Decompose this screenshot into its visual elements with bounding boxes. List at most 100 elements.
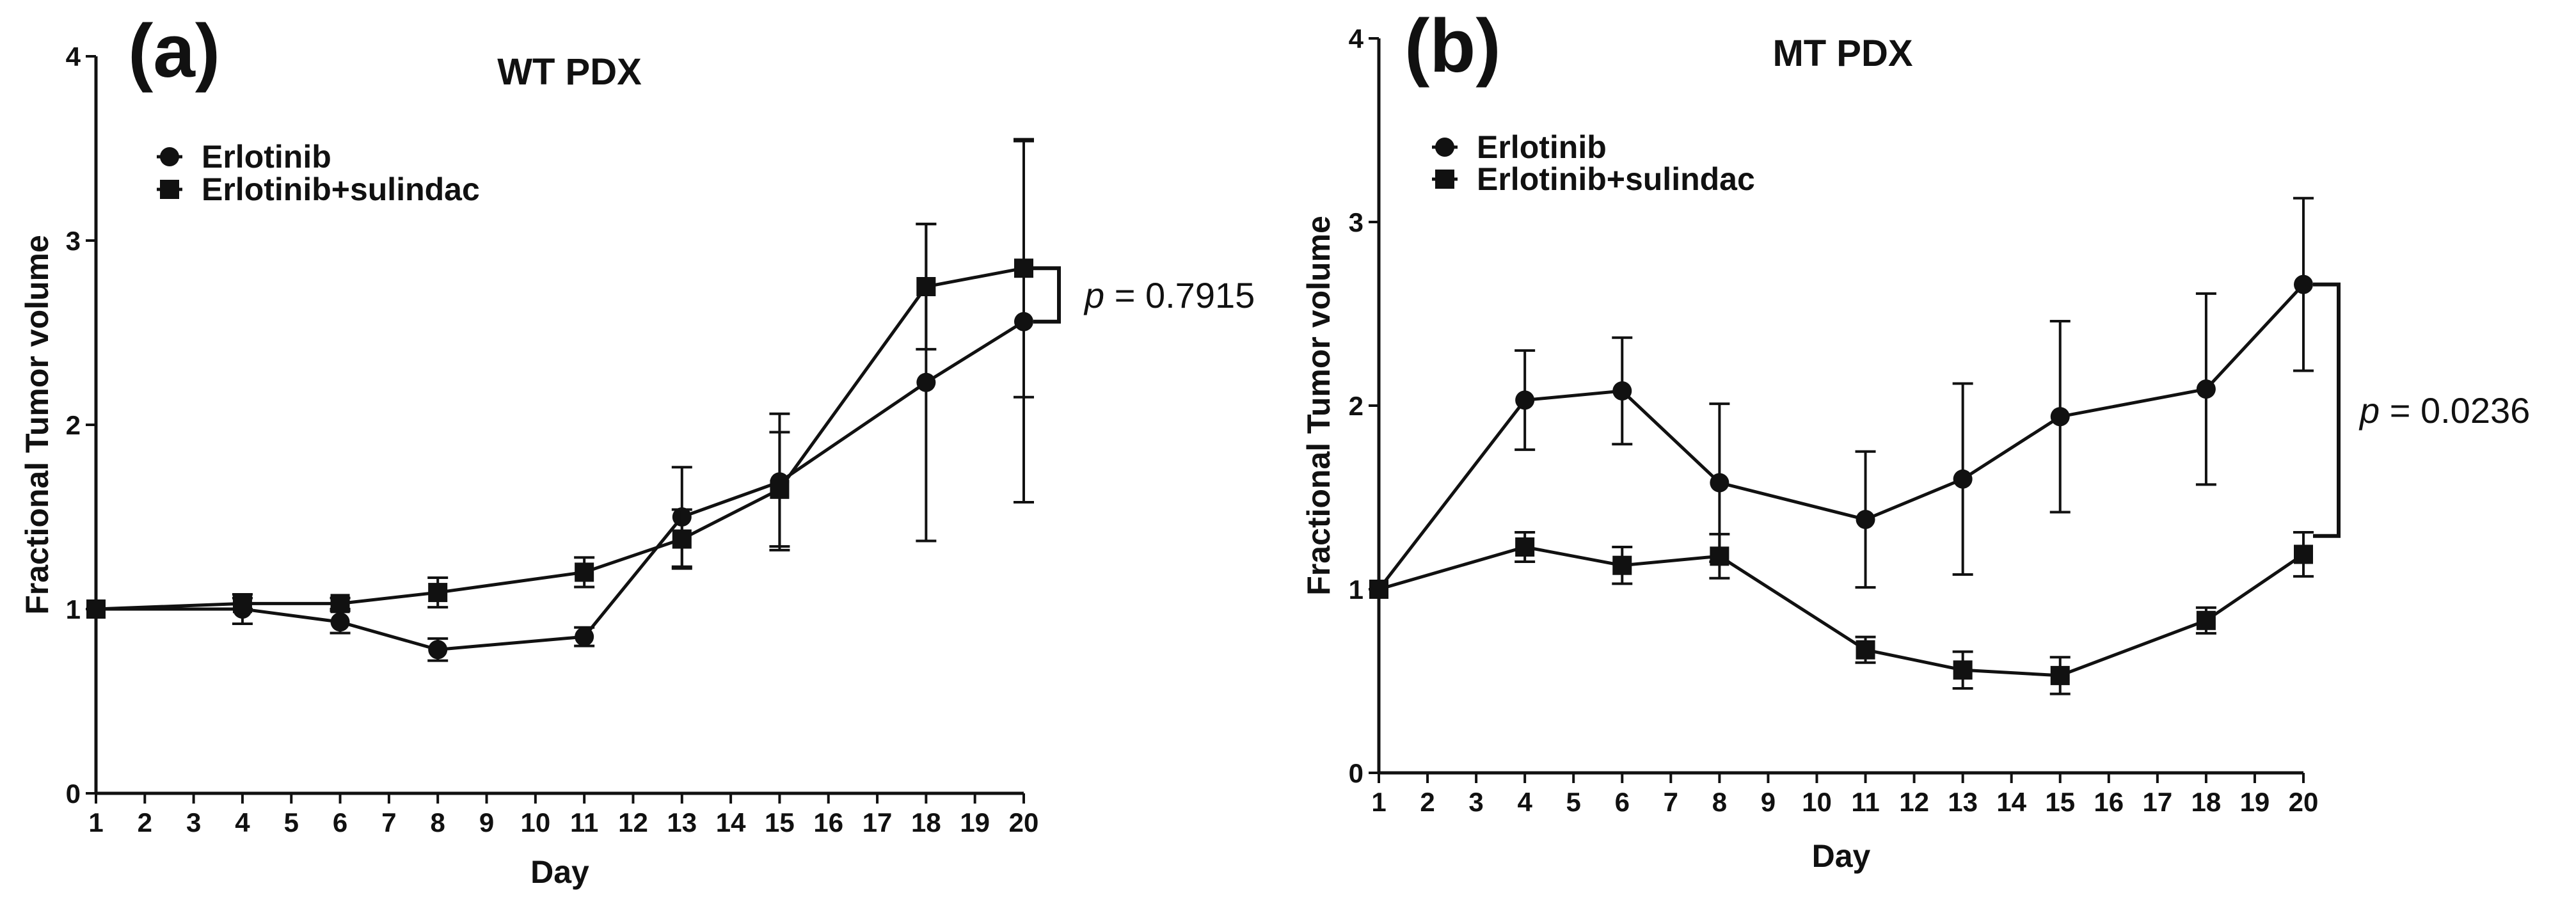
x-tick-label: 15	[765, 807, 795, 837]
legend-item: Erlotinib+sulindac	[157, 171, 480, 207]
x-tick-label: 7	[1664, 787, 1678, 817]
data-point	[2294, 274, 2313, 294]
series-erlotinib-sulindac	[1369, 531, 2314, 695]
data-point	[86, 599, 106, 619]
data-point	[232, 594, 252, 614]
x-tick-label: 3	[186, 807, 201, 837]
x-tick-label: 17	[2142, 787, 2172, 817]
x-axis-label: Day	[530, 854, 589, 890]
y-axis-label: Fractional Tumor volume	[1301, 216, 1337, 596]
x-tick-label: 20	[1009, 807, 1039, 837]
data-point	[2050, 665, 2070, 685]
x-tick-label: 3	[1468, 787, 1483, 817]
x-tick-label: 18	[911, 807, 941, 837]
data-point	[1953, 469, 1973, 489]
x-tick-label: 8	[431, 807, 445, 837]
significance-bracket	[1033, 266, 1061, 324]
data-point	[1515, 390, 1535, 410]
series-erlotinib	[86, 139, 1034, 662]
x-tick-label: 18	[2191, 787, 2222, 817]
legend-label: Erlotinib+sulindac	[1477, 161, 1755, 197]
x-tick-label: 14	[716, 807, 746, 837]
legend-marker	[1435, 138, 1454, 157]
data-point	[575, 627, 594, 647]
data-point	[1710, 473, 1729, 493]
p-value-label: p = 0.0236	[2358, 390, 2530, 431]
panel-letter: (a)	[128, 9, 220, 93]
y-tick-label: 4	[66, 42, 81, 72]
x-tick-label: 10	[1802, 787, 1832, 817]
chart-title: MT PDX	[1772, 33, 1912, 74]
y-tick-label: 0	[1349, 758, 1364, 788]
x-tick-label: 2	[1420, 787, 1435, 817]
data-point	[428, 640, 448, 660]
x-tick-label: 1	[88, 807, 103, 837]
x-tick-label: 8	[1712, 787, 1727, 817]
legend-item: Erlotinib+sulindac	[1432, 161, 1755, 197]
data-point	[672, 529, 692, 549]
x-tick-label: 19	[960, 807, 990, 837]
y-tick-label: 2	[66, 410, 81, 440]
y-tick-label: 0	[66, 779, 81, 809]
y-tick-label: 2	[1349, 391, 1364, 421]
y-tick-label: 1	[1349, 575, 1364, 605]
data-point	[330, 612, 350, 632]
series-erlotinib-sulindac	[86, 138, 1034, 619]
series-line	[95, 266, 1024, 611]
data-point	[575, 562, 594, 582]
x-tick-label: 20	[2289, 787, 2319, 817]
data-point	[916, 372, 936, 392]
significance-bracket	[2313, 282, 2341, 538]
x-tick-label: 11	[1851, 787, 1879, 817]
x-axis-label: Day	[1812, 838, 1871, 874]
x-tick-label: 19	[2240, 787, 2270, 817]
data-point	[330, 594, 350, 614]
x-tick-label: 5	[1566, 787, 1581, 817]
legend-marker	[1435, 170, 1454, 189]
x-tick-label: 6	[333, 807, 347, 837]
legend-label: Erlotinib+sulindac	[202, 171, 480, 207]
data-point	[2196, 610, 2216, 630]
data-point	[428, 583, 448, 603]
panel-letter: (b)	[1404, 4, 1501, 88]
x-tick-label: 7	[381, 807, 396, 837]
x-tick-label: 10	[520, 807, 550, 837]
x-tick-label: 6	[1615, 787, 1630, 817]
x-tick-label: 12	[618, 807, 648, 837]
data-point	[1856, 509, 1875, 529]
data-point	[1515, 537, 1535, 557]
x-tick-label: 16	[2094, 787, 2124, 817]
x-tick-label: 14	[1996, 787, 2026, 817]
x-tick-label: 11	[570, 807, 598, 837]
x-tick-label: 16	[813, 807, 843, 837]
x-tick-label: 5	[284, 807, 299, 837]
legend-label: Erlotinib	[202, 139, 331, 175]
data-point	[1369, 580, 1388, 599]
data-point	[2050, 407, 2070, 427]
data-point	[1612, 555, 1632, 575]
data-point	[1612, 381, 1632, 401]
x-tick-label: 2	[138, 807, 152, 837]
series-line	[1378, 545, 2305, 678]
data-point	[1014, 258, 1033, 278]
series-erlotinib	[1369, 196, 2314, 599]
x-tick-label: 12	[1899, 787, 1929, 817]
x-tick-label: 4	[235, 807, 250, 837]
legend-marker	[160, 147, 179, 166]
x-tick-label: 13	[667, 807, 697, 837]
x-tick-label: 9	[479, 807, 494, 837]
x-tick-label: 4	[1517, 787, 1532, 817]
legend-marker	[160, 180, 179, 199]
y-axis-label: Fractional Tumor volume	[19, 235, 55, 615]
y-tick-label: 3	[66, 226, 81, 256]
data-point	[1953, 660, 1973, 680]
x-tick-label: 1	[1371, 787, 1386, 817]
data-point	[2196, 379, 2216, 399]
x-tick-label: 17	[863, 807, 893, 837]
x-tick-label: 15	[2045, 787, 2075, 817]
data-point	[770, 479, 790, 499]
legend-item: Erlotinib	[157, 139, 331, 175]
data-point	[916, 277, 936, 296]
